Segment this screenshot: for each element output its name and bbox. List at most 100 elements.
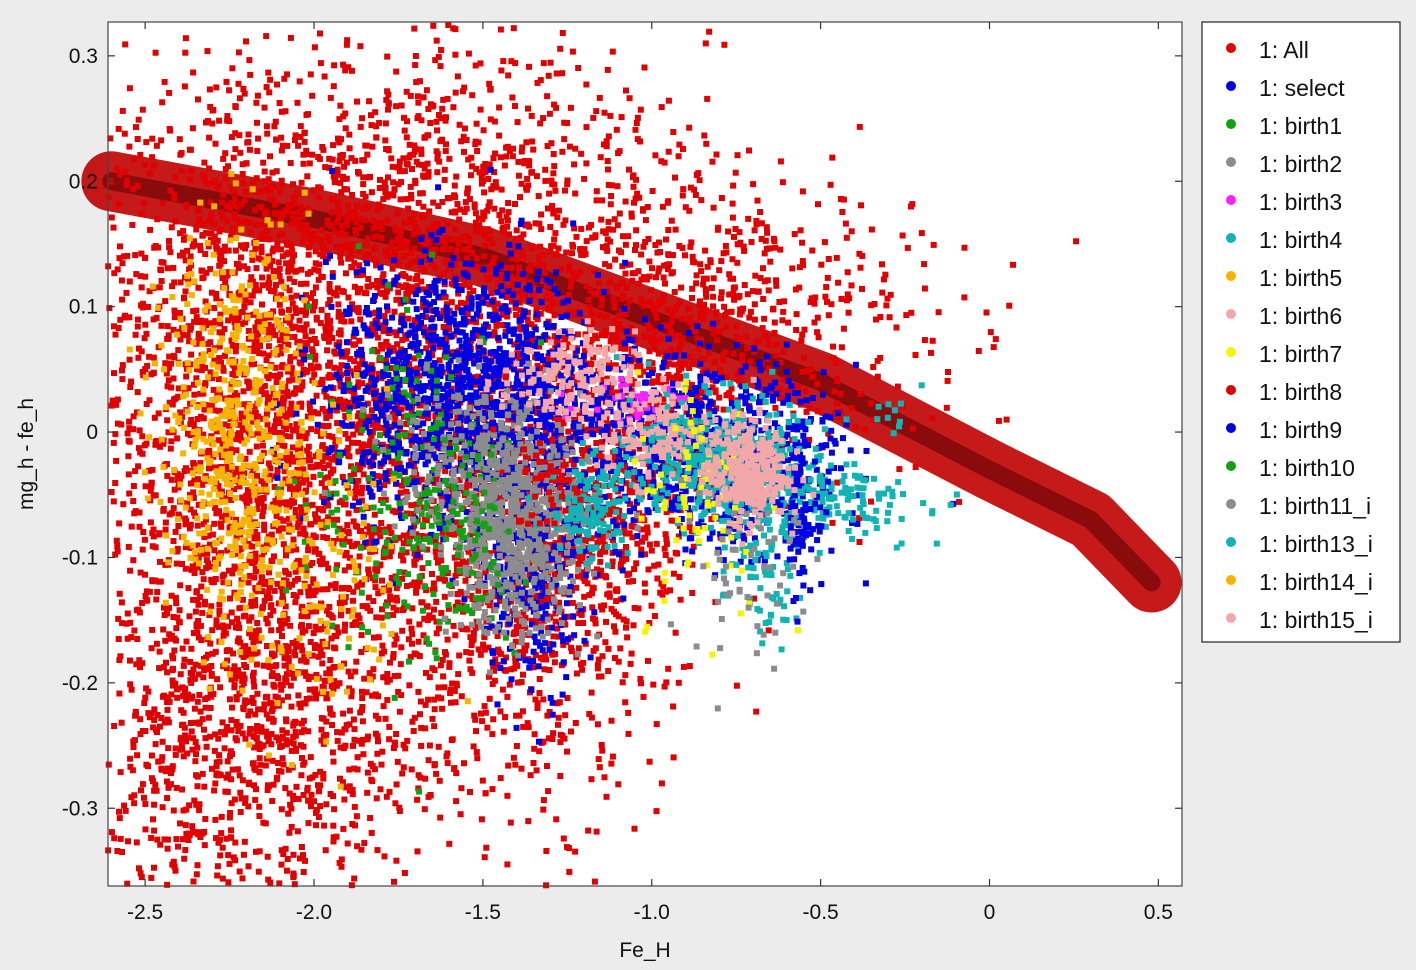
data-point — [328, 612, 335, 619]
data-point — [238, 200, 245, 207]
data-point — [201, 755, 208, 762]
data-point — [311, 798, 317, 805]
data-point — [223, 613, 230, 620]
data-point — [175, 843, 181, 850]
data-point — [263, 711, 270, 718]
data-point — [145, 763, 151, 770]
data-point — [255, 332, 262, 339]
data-point — [404, 737, 411, 744]
data-point — [213, 295, 220, 302]
data-point — [299, 213, 306, 220]
data-point — [393, 68, 400, 75]
data-point — [507, 273, 514, 280]
data-point — [364, 235, 371, 242]
data-point — [389, 239, 396, 246]
data-point — [225, 879, 232, 886]
data-point — [226, 696, 233, 703]
data-point — [342, 232, 349, 238]
data-point — [229, 371, 236, 378]
data-point — [307, 639, 314, 645]
data-point — [177, 582, 184, 589]
data-point — [110, 439, 117, 446]
data-point — [274, 81, 280, 88]
data-point — [243, 498, 250, 505]
data-point — [285, 810, 292, 817]
data-point — [305, 797, 312, 804]
data-point — [264, 643, 270, 649]
data-point — [403, 421, 410, 427]
data-point — [204, 48, 211, 55]
data-point — [346, 766, 353, 773]
data-point — [431, 586, 438, 593]
data-point — [108, 214, 115, 221]
data-point — [338, 729, 345, 736]
data-point — [422, 701, 429, 708]
data-point — [552, 610, 559, 617]
data-point — [544, 93, 551, 100]
data-point — [390, 651, 397, 657]
data-point — [337, 331, 344, 338]
data-point — [138, 211, 145, 217]
data-point — [326, 286, 333, 293]
data-point — [141, 536, 148, 543]
data-point — [289, 300, 296, 307]
data-point — [354, 383, 361, 390]
data-point — [241, 90, 248, 97]
data-point — [383, 673, 390, 680]
data-point — [183, 544, 189, 551]
data-point — [402, 745, 409, 752]
data-point — [279, 727, 286, 734]
data-point — [257, 342, 264, 349]
data-point — [637, 676, 644, 682]
data-point — [271, 553, 277, 560]
data-point — [218, 488, 225, 495]
data-point — [463, 649, 470, 656]
data-point — [335, 308, 342, 315]
data-point — [303, 695, 310, 702]
data-point — [234, 392, 241, 399]
data-point — [243, 242, 250, 248]
data-point — [443, 301, 450, 308]
data-point — [605, 375, 612, 382]
data-point — [507, 819, 514, 826]
data-point — [451, 765, 458, 772]
data-point — [235, 49, 242, 56]
data-point — [419, 161, 426, 168]
data-point — [311, 303, 318, 310]
data-point — [499, 271, 506, 278]
data-point — [531, 731, 538, 738]
data-point — [290, 796, 297, 803]
data-point — [282, 643, 289, 650]
data-point — [433, 618, 440, 625]
data-point — [348, 693, 355, 700]
data-point — [491, 303, 498, 310]
data-point — [185, 837, 192, 843]
data-point — [304, 229, 311, 236]
data-point — [214, 237, 221, 244]
data-point — [247, 602, 254, 609]
data-point — [356, 489, 363, 495]
data-point — [458, 562, 464, 569]
data-point — [271, 683, 278, 690]
data-point — [295, 142, 302, 149]
data-point — [282, 433, 289, 439]
data-point — [206, 86, 213, 93]
data-point — [422, 775, 429, 782]
data-point — [658, 780, 665, 787]
data-point — [286, 287, 293, 294]
data-point — [225, 623, 232, 630]
data-point — [461, 148, 467, 155]
data-point — [323, 560, 330, 567]
data-point — [360, 751, 367, 758]
data-point — [346, 554, 353, 561]
data-point — [358, 846, 365, 853]
data-point — [718, 195, 725, 201]
data-point — [239, 309, 246, 315]
data-point — [440, 307, 447, 314]
data-point — [164, 706, 171, 713]
data-point — [212, 816, 219, 823]
data-point — [292, 486, 299, 493]
data-point — [165, 745, 172, 752]
data-point — [532, 652, 539, 659]
data-point — [399, 627, 406, 634]
